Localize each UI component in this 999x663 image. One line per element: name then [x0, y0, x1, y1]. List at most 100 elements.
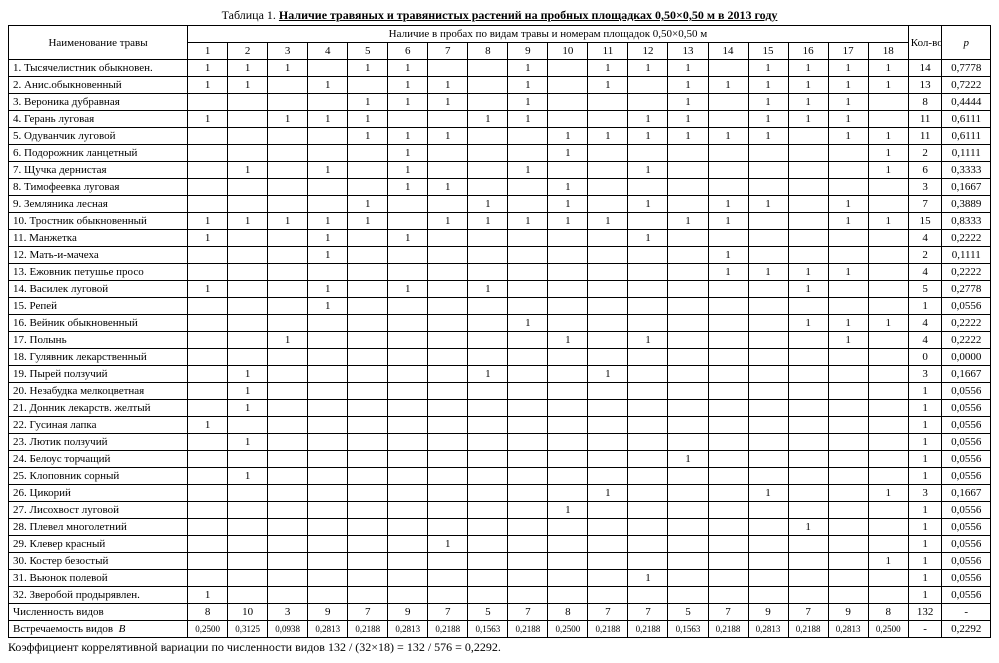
- cell: [268, 94, 308, 111]
- cell: [308, 519, 348, 536]
- cell: [228, 587, 268, 604]
- hdr-col: 3: [268, 43, 308, 60]
- cell: [348, 519, 388, 536]
- cell: 1: [548, 213, 588, 230]
- cell: [548, 536, 588, 553]
- cell: [348, 570, 388, 587]
- cell: [868, 383, 908, 400]
- row-name: 26. Цикорий: [9, 485, 188, 502]
- cell: 1: [268, 213, 308, 230]
- row-name: 27. Лисохвост луговой: [9, 502, 188, 519]
- cell: [388, 366, 428, 383]
- cell: 1: [508, 60, 548, 77]
- cell: [468, 485, 508, 502]
- row-name: 22. Гусиная лапка: [9, 417, 188, 434]
- cell: [348, 247, 388, 264]
- row-name: 14. Василек луговой: [9, 281, 188, 298]
- cell: [548, 60, 588, 77]
- cell: 9: [388, 604, 428, 621]
- cell: [868, 570, 908, 587]
- cell: 1: [668, 94, 708, 111]
- row-name: 7. Щучка дернистая: [9, 162, 188, 179]
- cell: 1: [188, 230, 228, 247]
- cell: [588, 162, 628, 179]
- cell: [868, 502, 908, 519]
- cell: [188, 502, 228, 519]
- cell: [668, 519, 708, 536]
- cell: 1: [828, 128, 868, 145]
- cell: [628, 77, 668, 94]
- hdr-col: 17: [828, 43, 868, 60]
- row-name: 19. Пырей ползучий: [9, 366, 188, 383]
- cell: [588, 179, 628, 196]
- cell: [188, 162, 228, 179]
- cell: [508, 451, 548, 468]
- cell: [788, 145, 828, 162]
- cell: [748, 332, 788, 349]
- cell: [748, 434, 788, 451]
- cell: 1: [308, 281, 348, 298]
- cell: [428, 553, 468, 570]
- cell: 1: [868, 128, 908, 145]
- cell-kol: 0: [908, 349, 942, 366]
- cell: [188, 349, 228, 366]
- cell: [308, 383, 348, 400]
- cell: 7: [428, 604, 468, 621]
- cell: [548, 247, 588, 264]
- cell: [348, 230, 388, 247]
- cell: 1: [388, 128, 428, 145]
- cell: [628, 417, 668, 434]
- cell: [708, 485, 748, 502]
- table-row: 15. Репей110,0556: [9, 298, 991, 315]
- cell: [868, 400, 908, 417]
- row-name: 3. Вероника дубравная: [9, 94, 188, 111]
- cell: [468, 298, 508, 315]
- cell: [668, 332, 708, 349]
- cell-p: -: [942, 604, 991, 621]
- cell: [588, 417, 628, 434]
- cell: 1: [548, 502, 588, 519]
- cell: [308, 417, 348, 434]
- cell: [348, 315, 388, 332]
- table-row: 16. Вейник обыкновенный111140,2222: [9, 315, 991, 332]
- table-row: 23. Лютик ползучий110,0556: [9, 434, 991, 451]
- table-row: 27. Лисохвост луговой110,0556: [9, 502, 991, 519]
- cell: 1: [868, 213, 908, 230]
- cell: [468, 519, 508, 536]
- cell: [268, 366, 308, 383]
- cell: 0,2188: [788, 621, 828, 638]
- cell: [508, 485, 548, 502]
- cell: [428, 298, 468, 315]
- cell-kol: 2: [908, 247, 942, 264]
- cell: [228, 417, 268, 434]
- cell: [188, 485, 228, 502]
- cell: [588, 196, 628, 213]
- cell: [588, 434, 628, 451]
- cell: [188, 434, 228, 451]
- cell: [548, 485, 588, 502]
- row-name: 5. Одуванчик луговой: [9, 128, 188, 145]
- cell: [588, 298, 628, 315]
- cell-kol: 6: [908, 162, 942, 179]
- cell: [268, 451, 308, 468]
- table-row: Встречаемость видов B0,25000,31250,09380…: [9, 621, 991, 638]
- hdr-col: 16: [788, 43, 828, 60]
- cell: 1: [628, 128, 668, 145]
- cell: 1: [628, 60, 668, 77]
- cell-kol: 14: [908, 60, 942, 77]
- cell: [428, 230, 468, 247]
- table-row: 28. Плевел многолетний110,0556: [9, 519, 991, 536]
- cell: 1: [508, 77, 548, 94]
- cell: [628, 264, 668, 281]
- cell: [228, 247, 268, 264]
- cell: [508, 587, 548, 604]
- cell: [628, 502, 668, 519]
- cell: [628, 315, 668, 332]
- cell: 0,2500: [868, 621, 908, 638]
- cell-p: 0,0556: [942, 502, 991, 519]
- cell-kol: 1: [908, 298, 942, 315]
- cell: [268, 417, 308, 434]
- cell: [828, 383, 868, 400]
- cell-kol: 1: [908, 417, 942, 434]
- cell: [628, 434, 668, 451]
